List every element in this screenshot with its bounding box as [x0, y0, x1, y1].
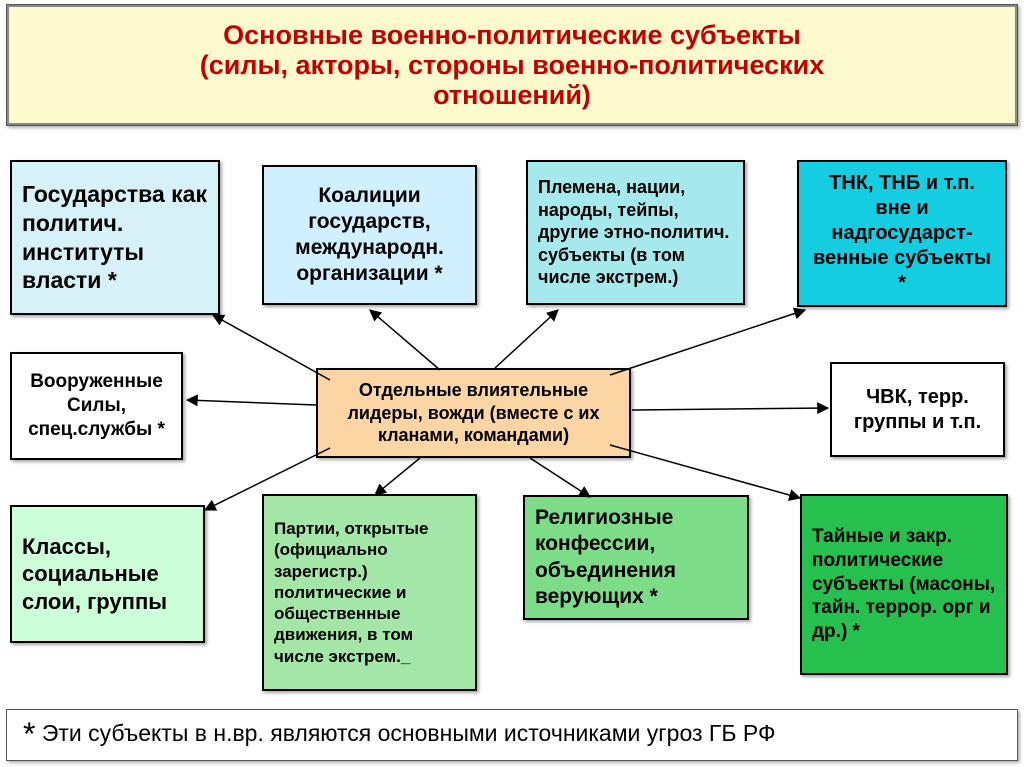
title-line-3: отношений) [433, 80, 591, 110]
box-center-leaders: Отдельные влиятельные лидеры, вожди (вме… [316, 368, 631, 458]
box-tnk-text: ТНК, ТНБ и т.п. вне и надгосударст-венны… [809, 171, 995, 296]
arrow [375, 458, 420, 495]
arrow [632, 408, 828, 410]
title-line-2: (силы, акторы, стороны военно-политическ… [200, 50, 825, 80]
box-states-text: Государства как политич. институты власт… [22, 180, 208, 295]
box-pmc: ЧВК, терр. группы и т.п. [830, 362, 1005, 457]
footnote: * Эти субъекты в н.вр. являются основным… [6, 709, 1018, 761]
box-secret-text: Тайные и закр. политические субъекты (ма… [812, 525, 996, 644]
arrow [610, 310, 805, 375]
slide-title: Основные военно-политические субъекты (с… [6, 4, 1018, 126]
title-line-1: Основные военно-политические субъекты [223, 20, 801, 50]
arrow [610, 445, 800, 498]
box-classes: Классы, социальные слои, группы [10, 505, 205, 643]
box-religious: Религиозные конфессии, объединения верую… [523, 495, 749, 620]
box-tnk: ТНК, ТНБ и т.п. вне и надгосударст-венны… [797, 160, 1007, 307]
arrow [530, 458, 590, 497]
box-secret: Тайные и закр. политические субъекты (ма… [800, 494, 1008, 675]
box-parties-text: Партии, открытые (официально зарегистр.)… [274, 518, 465, 667]
arrow [213, 315, 330, 380]
box-coalitions: Коалиции государств, международн. органи… [262, 165, 477, 305]
box-center-text: Отдельные влиятельные лидеры, вожди (вме… [328, 379, 619, 447]
footnote-star: * [23, 716, 35, 752]
box-armed-forces: Вооруженные Силы, спец.службы * [10, 352, 183, 460]
box-classes-text: Классы, социальные слои, группы [22, 533, 193, 616]
box-states: Государства как политич. институты власт… [10, 160, 220, 315]
box-religious-text: Религиозные конфессии, объединения верую… [535, 505, 737, 610]
arrow [495, 310, 558, 368]
box-parties: Партии, открытые (официально зарегистр.)… [262, 494, 477, 691]
arrow [370, 310, 440, 370]
box-armed-forces-text: Вооруженные Силы, спец.службы * [22, 370, 171, 441]
box-coalitions-text: Коалиции государств, международн. органи… [274, 183, 465, 288]
arrow [187, 400, 316, 405]
footnote-text: Эти субъекты в н.вр. являются основными … [42, 720, 776, 746]
slide-title-text: Основные военно-политические субъекты (с… [160, 16, 865, 115]
box-pmc-text: ЧВК, терр. группы и т.п. [842, 385, 993, 435]
box-tribes: Племена, нации, народы, тейпы, другие эт… [526, 160, 745, 305]
box-tribes-text: Племена, нации, народы, тейпы, другие эт… [538, 176, 733, 289]
